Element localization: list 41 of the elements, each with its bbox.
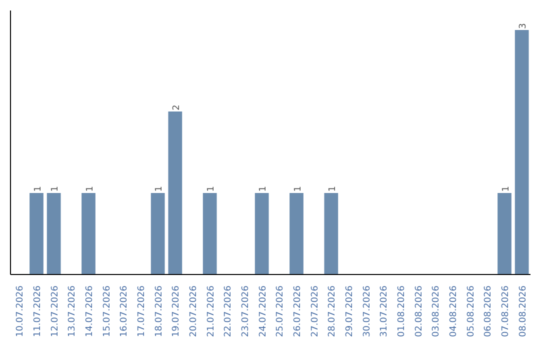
x-tick-label: 18.07.2026 [154,285,164,338]
data-label: 1 [501,186,512,192]
x-tick-label: 22.07.2026 [224,285,234,338]
x-tick-label: 24.07.2026 [258,285,268,338]
x-tick-label: 13.07.2026 [68,285,78,338]
data-label: 1 [50,186,61,192]
x-tick-label: 15.07.2026 [102,285,112,338]
x-tick-label: 02.08.2026 [414,285,424,338]
data-label: 1 [293,186,304,192]
x-tick-label: 26.07.2026 [293,285,303,338]
x-tick-label: 04.08.2026 [449,285,459,338]
x-tick-label: 01.08.2026 [397,285,407,338]
x-tick-label: 07.08.2026 [501,285,511,338]
x-tick-label: 08.08.2026 [518,285,528,338]
x-tick-label: 10.07.2026 [16,285,26,338]
data-label: 1 [154,186,165,192]
data-label: 1 [206,186,217,192]
x-tick-label: 28.07.2026 [328,285,338,338]
x-tick-label: 05.08.2026 [466,285,476,338]
data-label: 2 [172,104,182,110]
x-tick-label: 14.07.2026 [85,285,95,338]
x-tick-label: 21.07.2026 [206,285,216,338]
data-label: 1 [85,186,96,192]
data-label: 1 [328,186,338,192]
x-tick-label: 27.07.2026 [310,285,320,338]
x-tick-label: 31.07.2026 [380,285,390,338]
data-label: 3 [518,23,529,29]
x-tick-label: 12.07.2026 [50,285,60,338]
x-tick-label: 25.07.2026 [276,285,286,338]
x-tick-label: 11.07.2026 [33,285,43,338]
x-tick-label: 29.07.2026 [345,285,355,338]
x-tick-label: 17.07.2026 [137,285,147,338]
x-tick-label: 16.07.2026 [120,285,130,338]
data-label: 1 [33,186,44,192]
data-label: 1 [258,186,269,192]
x-tick-label: 03.08.2026 [432,285,442,338]
x-tick-label: 06.08.2026 [484,285,494,338]
x-tick-label: 19.07.2026 [172,285,182,338]
x-tick-label: 20.07.2026 [189,285,199,338]
x-tick-label: 23.07.2026 [241,285,251,338]
x-tick-label: 30.07.2026 [362,285,372,338]
